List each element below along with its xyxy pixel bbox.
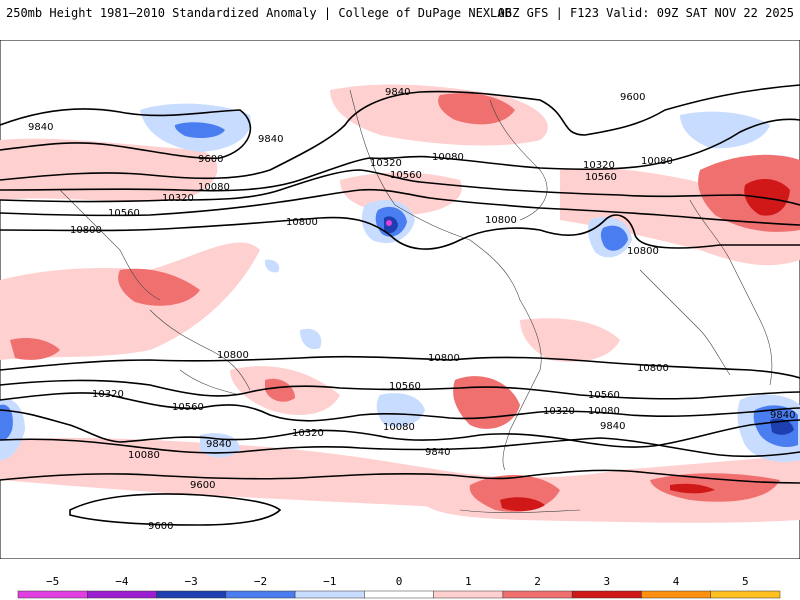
colorbar-segment — [641, 590, 711, 599]
contour-label: 10800 — [428, 353, 460, 364]
colorbar-tick-label: −1 — [323, 575, 336, 588]
contour-labels: 9840 9600 9840 9840 9600 10320 10560 100… — [28, 87, 795, 532]
contour-label: 10320 — [583, 160, 615, 171]
contour-label: 10320 — [162, 193, 194, 204]
contour-label: 9840 — [600, 421, 625, 432]
contour-label: 10560 — [390, 170, 422, 181]
colorbar-tick-label: −3 — [185, 575, 198, 588]
contour-label: 10080 — [588, 406, 620, 417]
contour-label: 10080 — [128, 450, 160, 461]
colorbar-tick-label: 1 — [465, 575, 472, 588]
extreme-anomaly-core — [386, 220, 392, 226]
contour-label: 9600 — [198, 154, 223, 165]
colorbar-segment — [87, 590, 157, 599]
colorbar-tick-label: 3 — [604, 575, 611, 588]
contour-label: 10800 — [485, 215, 517, 226]
contour-label: 10560 — [172, 402, 204, 413]
colorbar-tick-label: 4 — [673, 575, 680, 588]
colorbar-segment — [294, 590, 365, 599]
contour-label: 10800 — [637, 363, 669, 374]
colorbar-tick-label: −5 — [46, 575, 59, 588]
contour-label: 10320 — [292, 428, 324, 439]
contour-label: 10080 — [432, 152, 464, 163]
contour-label: 10080 — [383, 422, 415, 433]
colorbar-tick-label: 2 — [534, 575, 541, 588]
colorbar: −5 −4 −3 −2 −1 0 1 2 3 4 5 — [17, 575, 781, 599]
colorbar-ticks: −5 −4 −3 −2 −1 0 1 2 3 4 5 — [46, 575, 749, 588]
colorbar-tick-label: −4 — [115, 575, 129, 588]
model-run-label: 06Z GFS | F123 Valid: 09Z SAT NOV 22 202… — [497, 6, 794, 20]
colorbar-segment — [502, 590, 573, 599]
colorbar-tick-label: −2 — [254, 575, 267, 588]
colorbar-segment — [710, 590, 781, 599]
contour-label: 10800 — [70, 225, 102, 236]
contour-label: 9840 — [770, 410, 795, 421]
height-contours — [0, 84, 800, 526]
contour-label: 9840 — [425, 447, 450, 458]
colorbar-segment — [364, 590, 434, 599]
colorbar-segment — [433, 590, 504, 599]
contour-label: 10800 — [286, 217, 318, 228]
contour-label: 10800 — [627, 246, 659, 257]
contour-label: 10320 — [543, 406, 575, 417]
colorbar-tick-label: 5 — [742, 575, 749, 588]
contour-label: 9840 — [206, 439, 231, 450]
contour-label: 10560 — [588, 390, 620, 401]
contour-label: 10560 — [108, 208, 140, 219]
contour-label: 9600 — [148, 521, 173, 532]
colorbar-segment — [571, 590, 642, 599]
contour-label: 9840 — [28, 122, 53, 133]
contour-label: 10560 — [389, 381, 421, 392]
map-title: 250mb Height 1981–2010 Standardized Anom… — [6, 6, 512, 20]
colorbar-segment — [17, 590, 88, 599]
anomaly-map: 9840 9600 9840 9840 9600 10320 10560 100… — [0, 40, 800, 559]
contour-label: 10320 — [92, 389, 124, 400]
colorbar-segment — [156, 590, 227, 599]
positive-anomaly-strong — [500, 178, 790, 512]
contour-label: 9600 — [620, 92, 645, 103]
contour-label: 9840 — [385, 87, 410, 98]
colorbar-segment — [225, 590, 296, 599]
colorbar-segments — [17, 590, 781, 599]
contour-label: 10320 — [370, 158, 402, 169]
contour-label: 10080 — [198, 182, 230, 193]
contour-label: 9600 — [190, 480, 215, 491]
contour-label: 10560 — [585, 172, 617, 183]
contour-label: 10800 — [217, 350, 249, 361]
contour-label: 9840 — [258, 134, 283, 145]
colorbar-tick-label: 0 — [396, 575, 403, 588]
contour-label: 10080 — [641, 156, 673, 167]
